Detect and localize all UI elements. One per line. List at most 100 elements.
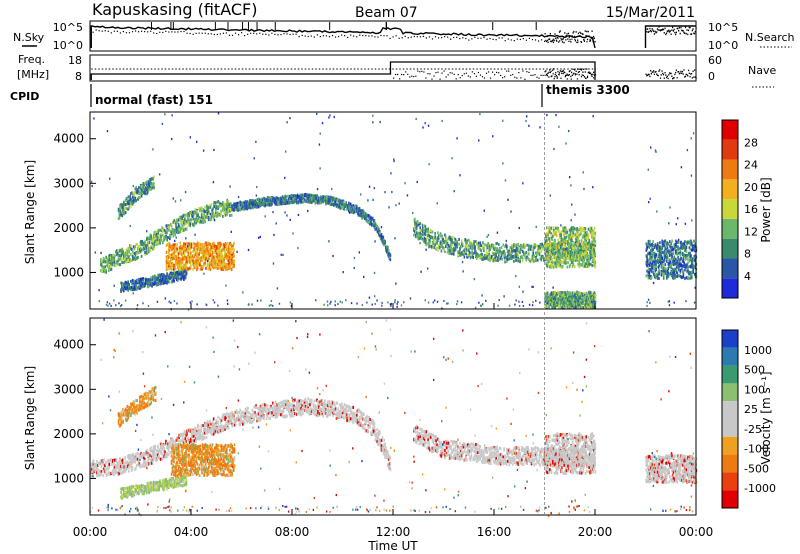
data-cell <box>126 200 129 204</box>
data-cell <box>213 241 216 245</box>
data-cell <box>169 276 172 280</box>
data-cell <box>257 205 260 209</box>
data-cell <box>570 258 573 262</box>
data-cell <box>558 241 561 245</box>
nsearch-dot <box>556 36 558 39</box>
data-cell <box>188 213 191 217</box>
data-cell <box>447 248 450 252</box>
data-cell <box>159 234 161 238</box>
data-cell <box>492 252 495 256</box>
data-cell <box>108 256 110 260</box>
data-cell <box>487 257 490 261</box>
data-cell <box>110 259 113 263</box>
data-cell <box>118 263 121 267</box>
data-cell <box>574 249 577 253</box>
nsearch-dot <box>574 38 576 41</box>
data-cell <box>655 253 657 257</box>
data-cell <box>206 241 209 245</box>
data-cell <box>423 239 426 243</box>
data-cell <box>301 197 303 201</box>
data-cell <box>435 241 437 245</box>
data-cell <box>191 217 193 221</box>
data-cell <box>521 245 523 249</box>
data-cell <box>367 221 370 225</box>
data-cell <box>130 252 132 256</box>
nsearch-dot <box>495 39 497 41</box>
nsearch-label: N.Search <box>745 31 795 44</box>
data-cell <box>429 228 432 232</box>
data-cell <box>104 265 107 269</box>
nsearch-dot <box>547 39 549 41</box>
nsearch-dot <box>144 30 146 33</box>
nave-dot <box>667 77 669 80</box>
nsearch-dot <box>559 40 561 42</box>
data-cell <box>540 249 543 253</box>
data-cell <box>146 249 148 253</box>
data-cell <box>216 200 219 204</box>
data-cell <box>182 226 184 230</box>
data-cell <box>460 242 463 246</box>
nave-dot <box>583 76 586 78</box>
data-cell <box>123 212 125 216</box>
data-cell <box>343 203 346 207</box>
nsearch-dot <box>554 33 556 35</box>
data-cell <box>324 199 326 203</box>
data-cell <box>263 196 265 200</box>
data-cell <box>106 257 108 261</box>
data-cell <box>220 204 222 208</box>
data-cell <box>414 235 417 239</box>
data-cell <box>488 249 490 253</box>
nsearch-dot <box>310 35 312 37</box>
data-cell <box>588 247 591 251</box>
nsearch-dot <box>577 39 579 41</box>
data-cell <box>273 199 276 203</box>
data-cell <box>135 186 138 190</box>
data-cell <box>429 230 431 234</box>
data-cell <box>108 264 111 268</box>
data-cell <box>186 215 189 219</box>
data-cell <box>451 237 453 241</box>
data-cell <box>150 278 152 282</box>
data-cell <box>582 255 584 259</box>
data-cell <box>352 210 355 214</box>
data-cell <box>176 273 179 277</box>
data-cell <box>495 255 497 259</box>
nave-dot <box>650 70 652 72</box>
nsearch-dot <box>522 38 524 40</box>
data-cell <box>340 199 342 203</box>
data-cell <box>302 196 304 200</box>
data-cell <box>147 285 150 289</box>
nsearch-dot <box>177 31 179 33</box>
data-cell <box>106 263 108 267</box>
data-cell <box>586 255 589 259</box>
data-cell <box>176 226 178 230</box>
nsearch-dot <box>319 35 321 38</box>
data-cell <box>215 205 218 209</box>
data-cell <box>183 223 185 227</box>
nsky-tick-top: 10^5 <box>53 21 83 34</box>
data-cell <box>203 218 206 222</box>
data-cell <box>386 245 388 249</box>
data-cell <box>467 255 469 259</box>
data-cell <box>197 258 200 262</box>
data-cell <box>522 251 525 255</box>
data-cell <box>249 199 251 203</box>
data-cell <box>249 201 251 205</box>
nave-dot <box>550 75 552 78</box>
data-cell <box>495 258 497 262</box>
data-cell <box>365 219 368 223</box>
data-cell <box>175 275 177 279</box>
data-cell <box>333 196 335 200</box>
data-cell <box>420 232 422 236</box>
data-cell <box>576 251 579 255</box>
data-cell <box>166 231 168 235</box>
data-cell <box>130 285 133 289</box>
nsearch-dot <box>216 33 218 36</box>
data-cell <box>650 246 653 250</box>
nave-dot <box>445 76 447 78</box>
data-cell <box>110 256 113 260</box>
data-cell <box>653 267 655 271</box>
data-cell <box>149 177 152 181</box>
data-cell <box>547 230 550 234</box>
data-cell <box>280 196 282 200</box>
